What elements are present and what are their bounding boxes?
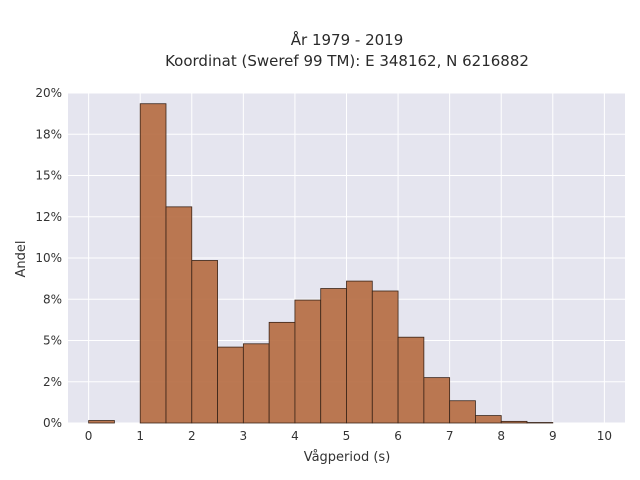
histogram-bar (268, 321, 296, 424)
x-tick-label: 2 (188, 429, 196, 443)
histogram-bar (294, 299, 322, 424)
histogram-bars (88, 103, 554, 424)
y-axis-ticks: 0% 2% 5% 8% 10% 12% 15% 18% 20% (35, 86, 62, 430)
histogram-bar (371, 290, 399, 424)
histogram-bar (423, 377, 451, 424)
x-axis-ticks: 0 1 2 3 4 5 6 7 8 9 10 (85, 429, 612, 443)
y-tick-label: 10% (35, 251, 62, 265)
y-tick-label: 20% (35, 86, 62, 100)
x-tick-label: 7 (446, 429, 454, 443)
y-tick-label: 0% (43, 416, 62, 430)
x-axis-label: Vågperiod (s) (304, 450, 391, 465)
y-tick-label: 18% (35, 127, 62, 141)
histogram-bar (165, 206, 193, 424)
chart-title: År 1979 - 2019 (291, 30, 404, 49)
histogram-bar (217, 346, 244, 424)
y-tick-label: 2% (43, 375, 62, 389)
x-tick-label: 3 (240, 429, 248, 443)
x-tick-label: 5 (343, 429, 351, 443)
x-tick-label: 10 (597, 429, 612, 443)
histogram-bar (139, 103, 167, 424)
x-tick-label: 1 (136, 429, 144, 443)
y-tick-label: 15% (35, 169, 62, 183)
y-axis-label: Andel (14, 241, 29, 278)
histogram-bar (475, 415, 502, 424)
histogram-bar (88, 420, 115, 424)
histogram-bar (320, 288, 347, 424)
x-tick-label: 9 (549, 429, 557, 443)
x-tick-label: 8 (497, 429, 505, 443)
histogram-bar (346, 280, 373, 424)
x-tick-label: 4 (291, 429, 299, 443)
histogram-bar (242, 343, 270, 424)
histogram-bar (191, 260, 218, 424)
y-tick-label: 12% (35, 210, 62, 224)
x-tick-label: 6 (394, 429, 402, 443)
chart-subtitle: Koordinat (Sweref 99 TM): E 348162, N 62… (165, 52, 529, 70)
histogram-bar (449, 400, 476, 424)
y-tick-label: 5% (43, 334, 62, 348)
histogram-bar (397, 336, 425, 424)
histogram-bar (500, 420, 528, 424)
y-tick-label: 8% (43, 292, 62, 306)
x-tick-label: 0 (85, 429, 93, 443)
